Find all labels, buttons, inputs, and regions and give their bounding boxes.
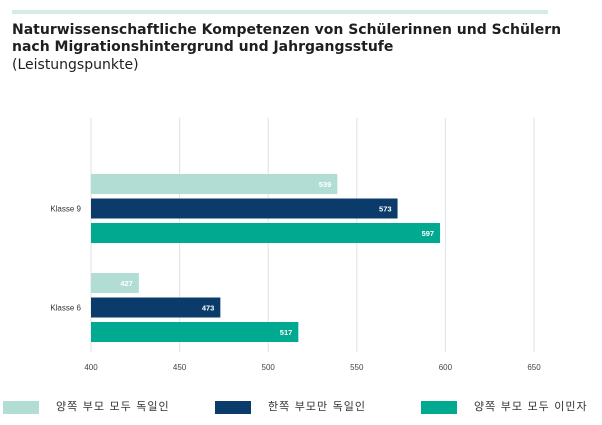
- chart-subtitle: (Leistungspunkte): [12, 57, 139, 73]
- top-divider: [12, 10, 548, 14]
- chart-title: Naturwissenschaftliche Kompetenzen von S…: [12, 22, 572, 56]
- chart-title-line-1: Naturwissenschaftliche Kompetenzen von S…: [12, 22, 562, 38]
- data-label-klasse-9-series-2: 597: [422, 229, 435, 238]
- bar-klasse-6-series-0: [91, 273, 139, 293]
- legend-label-both-german: 양쪽 부모 모두 독일인: [56, 400, 170, 413]
- bar-klasse-9-series-0: [91, 174, 338, 194]
- bar-chart: 400 450 500 550 600 650 539 573 597 Klasse 9 427 47…: [50, 118, 541, 372]
- bar-klasse-9-series-2: [91, 223, 441, 243]
- legend-swatch-both-german: [3, 400, 39, 414]
- legend-swatch-both-immigrant: [421, 400, 457, 414]
- data-label-klasse-9-series-1: 573: [379, 205, 392, 214]
- data-label-klasse-6-series-0: 427: [120, 279, 133, 288]
- legend-item-both-immigrant: 양쪽 부모 모두 이민자: [421, 400, 588, 414]
- x-tick-label-450: 450: [173, 363, 187, 372]
- data-label-klasse-6-series-1: 473: [202, 304, 215, 313]
- bar-klasse-6-series-1: [91, 297, 221, 318]
- x-tick-label-500: 500: [262, 363, 276, 372]
- chart-title-line-2: nach Migrationshintergrund und Jahrgangs…: [12, 39, 394, 55]
- bar-klasse-6-series-2: [91, 322, 299, 342]
- category-label-klasse-6: Klasse 6: [50, 304, 81, 313]
- data-label-klasse-6-series-2: 517: [280, 328, 293, 337]
- x-tick-label-400: 400: [84, 363, 98, 372]
- legend-item-one-german: 한쪽 부모만 독일인: [215, 400, 366, 414]
- x-tick-label-600: 600: [439, 363, 453, 372]
- legend-label-one-german: 한쪽 부모만 독일인: [268, 400, 366, 413]
- x-tick-label-550: 550: [350, 363, 364, 372]
- legend: 양쪽 부모 모두 독일인 한쪽 부모만 독일인 양쪽 부모 모두 이민자: [0, 396, 602, 420]
- category-label-klasse-9: Klasse 9: [50, 205, 81, 214]
- data-label-klasse-9-series-0: 539: [319, 180, 332, 189]
- legend-item-both-german: 양쪽 부모 모두 독일인: [3, 400, 170, 414]
- x-tick-label-650: 650: [527, 363, 541, 372]
- legend-swatch-one-german: [215, 400, 251, 414]
- legend-label-both-immigrant: 양쪽 부모 모두 이민자: [474, 400, 588, 413]
- bar-klasse-9-series-1: [91, 198, 398, 219]
